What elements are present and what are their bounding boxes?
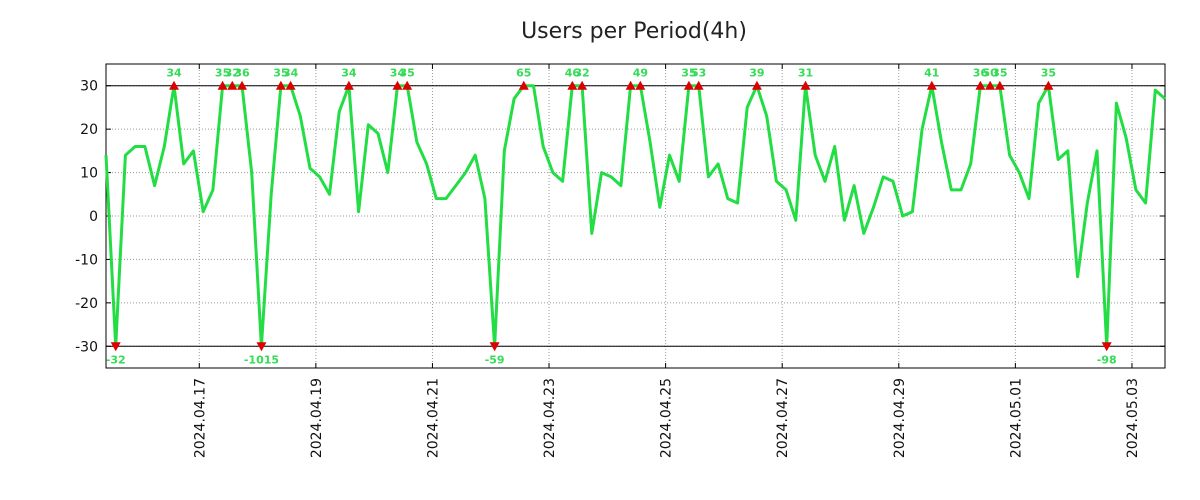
trough-value-text: 5 xyxy=(271,353,279,366)
y-tick-label: -30 xyxy=(75,339,98,355)
clip-marker-up xyxy=(800,80,811,90)
peak-value-label: 34 xyxy=(341,67,357,80)
clip-marker-up xyxy=(625,80,636,90)
x-tick-label: 2024.04.29 xyxy=(892,378,908,458)
peak-value-label: 35 xyxy=(1041,67,1056,80)
clip-marker-down xyxy=(256,342,267,352)
clip-marker-up xyxy=(567,80,578,90)
grid xyxy=(106,64,1165,368)
x-tick-label: 2024.04.21 xyxy=(425,378,441,458)
peak-value-label: 35 xyxy=(215,67,230,80)
clip-marker-up xyxy=(343,80,354,90)
clip-marker-up xyxy=(577,80,588,90)
chart-title: Users per Period(4h) xyxy=(521,19,747,44)
trough-value-text: -98 xyxy=(1097,353,1117,366)
x-tick-label: 2024.04.27 xyxy=(775,378,791,458)
peak-value-label: 34 xyxy=(390,67,406,80)
x-tick-label: 2024.05.01 xyxy=(1008,378,1024,458)
clip-marker-up xyxy=(635,80,646,90)
trough-value-label: -32 xyxy=(106,353,126,366)
peak-value-label: 65 xyxy=(516,67,531,80)
trough-value-text: -59 xyxy=(485,353,505,366)
x-tick-label: 2024.04.17 xyxy=(192,378,208,458)
y-tick-label: 10 xyxy=(80,166,98,182)
clip-marker-up xyxy=(237,80,248,90)
clip-marker-up xyxy=(751,80,762,90)
y-tick-label: 30 xyxy=(80,79,98,95)
peak-value-label: 36 xyxy=(973,67,989,80)
peak-value-label: 34 xyxy=(166,67,182,80)
peak-value-label: 31 xyxy=(798,67,813,80)
clip-marker-up xyxy=(926,80,937,90)
peak-value-label: 32 xyxy=(574,67,589,80)
trough-value-text: -101 xyxy=(244,353,272,366)
trough-value-text: -32 xyxy=(106,353,126,366)
x-tick-label: 2024.05.03 xyxy=(1125,378,1141,458)
x-tick-label: 2024.04.25 xyxy=(659,378,675,458)
peak-value-label: 39 xyxy=(749,67,764,80)
x-tick-label: 2024.04.19 xyxy=(309,378,325,458)
trough-value-label: -59 xyxy=(485,353,505,366)
clip-marker-up xyxy=(275,80,286,90)
peak-value-label: 35 xyxy=(400,67,415,80)
clip-marker-down xyxy=(110,342,121,352)
peak-value-label: 35 xyxy=(992,67,1007,80)
clip-marker-down xyxy=(489,342,500,352)
clip-marker-up xyxy=(217,80,228,90)
clip-marker-up xyxy=(227,80,238,90)
clip-marker-up xyxy=(975,80,986,90)
peak-value-label: 46 xyxy=(565,67,581,80)
peak-value-label: 35 xyxy=(681,67,696,80)
clip-marker-up xyxy=(169,80,180,90)
clip-marker-up xyxy=(402,80,413,90)
peak-value-label: 49 xyxy=(633,67,648,80)
peak-value-label: 35 xyxy=(273,67,288,80)
peak-value-label: 34 xyxy=(283,67,299,80)
peak-value-label: 53 xyxy=(691,67,706,80)
y-axis-ticks: 30 20 10 0 -10 -20 -30 xyxy=(75,79,1165,355)
y-tick-label: 0 xyxy=(89,209,98,225)
clip-marker-up xyxy=(985,80,996,90)
x-tick-label: 2024.04.23 xyxy=(542,378,558,458)
trough-value-label: -98 xyxy=(1097,353,1117,366)
clip-marker-up xyxy=(683,80,694,90)
clip-marker-up xyxy=(285,80,296,90)
peak-value-label: 50 xyxy=(982,67,998,80)
peak-value-label: 32 xyxy=(225,67,240,80)
clip-markers xyxy=(110,80,1112,352)
clip-marker-up xyxy=(518,80,529,90)
clip-marker-up xyxy=(994,80,1005,90)
peak-value-label: 41 xyxy=(924,67,939,80)
peak-value-label: 36 xyxy=(234,67,250,80)
y-tick-label: 20 xyxy=(80,122,98,138)
x-axis-ticks: 2024.04.17 2024.04.19 2024.04.21 2024.04.23… xyxy=(192,64,1141,458)
clip-marker-up xyxy=(1043,80,1054,90)
y-tick-label: -20 xyxy=(75,296,98,312)
trough-value-label: -1015 xyxy=(244,353,279,366)
clip-marker-down xyxy=(1101,342,1112,352)
y-tick-label: -10 xyxy=(75,252,98,268)
clip-marker-up xyxy=(693,80,704,90)
clip-marker-up xyxy=(392,80,403,90)
